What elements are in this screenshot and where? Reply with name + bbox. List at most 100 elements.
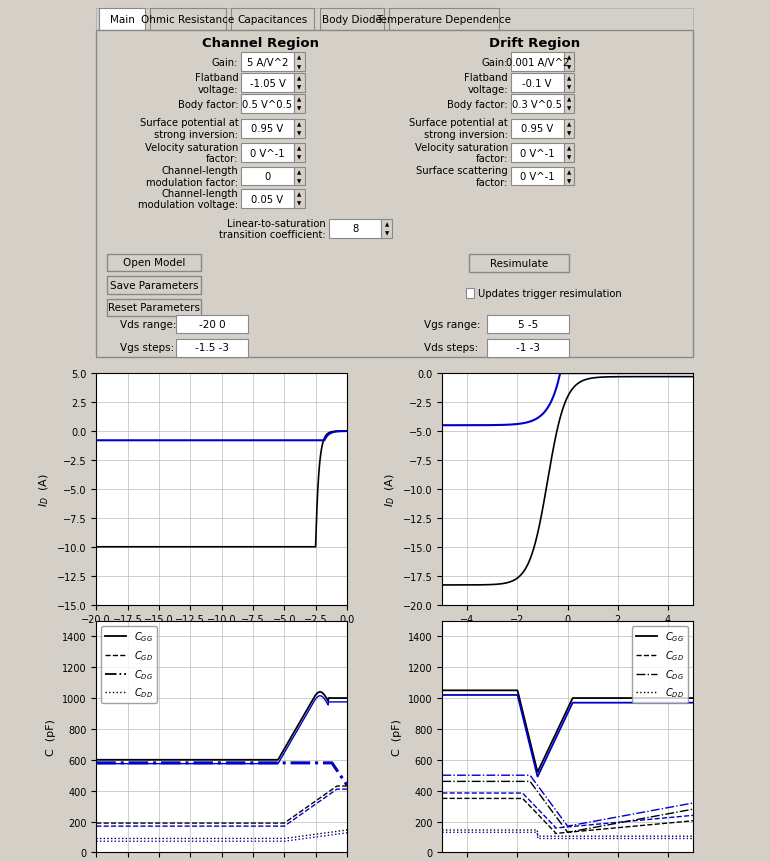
Text: ▼: ▼ (297, 107, 301, 112)
FancyBboxPatch shape (294, 144, 304, 163)
Text: ▼: ▼ (567, 85, 571, 90)
Y-axis label: $I_D$  (A): $I_D$ (A) (383, 473, 397, 506)
Text: ▲: ▲ (567, 56, 571, 60)
Text: Body factor:: Body factor: (447, 100, 508, 109)
Text: 0 V^-1: 0 V^-1 (520, 148, 554, 158)
Text: ▲: ▲ (567, 77, 571, 82)
Text: 5 -5: 5 -5 (518, 319, 538, 329)
Text: ▲: ▲ (297, 146, 301, 152)
Text: Gain:: Gain: (212, 58, 238, 68)
FancyBboxPatch shape (511, 74, 564, 93)
Text: ▲: ▲ (385, 222, 389, 227)
FancyBboxPatch shape (564, 144, 574, 163)
FancyBboxPatch shape (96, 31, 693, 357)
Text: ▼: ▼ (297, 131, 301, 136)
FancyBboxPatch shape (241, 74, 294, 93)
FancyBboxPatch shape (241, 167, 294, 186)
Text: Drift Region: Drift Region (489, 37, 581, 50)
FancyBboxPatch shape (329, 220, 381, 238)
Text: ▲: ▲ (297, 122, 301, 127)
FancyBboxPatch shape (107, 254, 201, 272)
FancyBboxPatch shape (469, 255, 570, 273)
Text: ▼: ▼ (567, 107, 571, 112)
Legend: $C_{GG}$, $C_{GD}$, $C_{DG}$, $C_{DD}$: $C_{GG}$, $C_{GD}$, $C_{DG}$, $C_{DD}$ (632, 626, 688, 703)
Text: 5 A/V^2: 5 A/V^2 (247, 58, 288, 68)
FancyBboxPatch shape (487, 340, 570, 357)
FancyBboxPatch shape (176, 340, 249, 357)
FancyBboxPatch shape (564, 74, 574, 93)
Text: Channel-length
modulation factor:: Channel-length modulation factor: (146, 166, 238, 188)
FancyBboxPatch shape (294, 74, 304, 93)
FancyBboxPatch shape (564, 120, 574, 139)
Text: Resimulate: Resimulate (490, 259, 548, 269)
FancyBboxPatch shape (241, 120, 294, 139)
Text: 0.95 V: 0.95 V (251, 124, 283, 134)
Text: 0: 0 (264, 172, 270, 182)
Text: Vds steps:: Vds steps: (424, 343, 479, 353)
FancyBboxPatch shape (294, 95, 304, 114)
Text: ▲: ▲ (567, 122, 571, 127)
Text: Channel Region: Channel Region (202, 37, 319, 50)
FancyBboxPatch shape (564, 53, 574, 72)
FancyBboxPatch shape (107, 300, 201, 317)
Text: 0.001 A/V^2: 0.001 A/V^2 (506, 58, 569, 68)
Text: Velocity saturation
factor:: Velocity saturation factor: (145, 143, 238, 164)
FancyBboxPatch shape (320, 9, 384, 31)
Text: Channel-length
modulation voltage:: Channel-length modulation voltage: (138, 189, 238, 210)
FancyBboxPatch shape (107, 277, 201, 294)
Text: Ohmic Resistance: Ohmic Resistance (141, 15, 235, 25)
FancyBboxPatch shape (511, 95, 564, 114)
Text: Surface scattering
factor:: Surface scattering factor: (417, 166, 508, 188)
Text: -1 -3: -1 -3 (517, 343, 541, 353)
Text: ▼: ▼ (297, 179, 301, 183)
FancyBboxPatch shape (294, 190, 304, 209)
Text: Surface potential at
strong inversion:: Surface potential at strong inversion: (139, 118, 238, 139)
FancyBboxPatch shape (564, 167, 574, 186)
FancyBboxPatch shape (230, 9, 314, 31)
Text: 8: 8 (352, 224, 358, 234)
Text: Gain:: Gain: (481, 58, 508, 68)
FancyBboxPatch shape (511, 144, 564, 163)
Text: -0.1 V: -0.1 V (523, 78, 552, 89)
Text: ▲: ▲ (297, 97, 301, 102)
Text: Linear-to-saturation
transition coefficient:: Linear-to-saturation transition coeffici… (219, 219, 326, 240)
FancyBboxPatch shape (241, 190, 294, 209)
FancyBboxPatch shape (99, 9, 146, 31)
FancyBboxPatch shape (241, 95, 294, 114)
Text: ▲: ▲ (297, 170, 301, 175)
Text: ▼: ▼ (385, 231, 389, 236)
Text: Body factor:: Body factor: (178, 100, 238, 109)
FancyBboxPatch shape (564, 95, 574, 114)
Text: Open Model: Open Model (123, 257, 186, 268)
Text: ▼: ▼ (297, 65, 301, 70)
Text: Flatband
voltage:: Flatband voltage: (464, 73, 508, 95)
Text: Capacitances: Capacitances (237, 15, 307, 25)
Text: 0.95 V: 0.95 V (521, 124, 554, 134)
Text: 0 V^-1: 0 V^-1 (250, 148, 285, 158)
Text: Vgs range:: Vgs range: (424, 319, 481, 329)
Legend: $C_{GG}$, $C_{GD}$, $C_{DG}$, $C_{DD}$: $C_{GG}$, $C_{GD}$, $C_{DG}$, $C_{DD}$ (101, 626, 157, 703)
FancyBboxPatch shape (241, 53, 294, 72)
Text: 0.05 V: 0.05 V (252, 195, 283, 204)
FancyBboxPatch shape (389, 9, 499, 31)
Text: ▼: ▼ (297, 156, 301, 160)
FancyBboxPatch shape (294, 53, 304, 72)
Text: -20 0: -20 0 (199, 319, 226, 329)
FancyBboxPatch shape (150, 9, 226, 31)
Text: Velocity saturation
factor:: Velocity saturation factor: (414, 143, 508, 164)
Text: Body Diode: Body Diode (322, 15, 382, 25)
Text: 0.3 V^0.5: 0.3 V^0.5 (512, 100, 562, 109)
FancyBboxPatch shape (467, 289, 474, 298)
Text: Vds range:: Vds range: (120, 319, 176, 329)
Text: ▲: ▲ (297, 77, 301, 82)
Text: Flatband
voltage:: Flatband voltage: (195, 73, 238, 95)
Text: Save Parameters: Save Parameters (110, 281, 199, 290)
FancyBboxPatch shape (381, 220, 392, 238)
Text: ▲: ▲ (297, 56, 301, 60)
Text: ▼: ▼ (567, 131, 571, 136)
FancyBboxPatch shape (241, 144, 294, 163)
Text: Vgs steps:: Vgs steps: (120, 343, 174, 353)
Y-axis label: C  (pF): C (pF) (393, 718, 403, 755)
Text: ▲: ▲ (567, 97, 571, 102)
Text: ▼: ▼ (567, 179, 571, 183)
